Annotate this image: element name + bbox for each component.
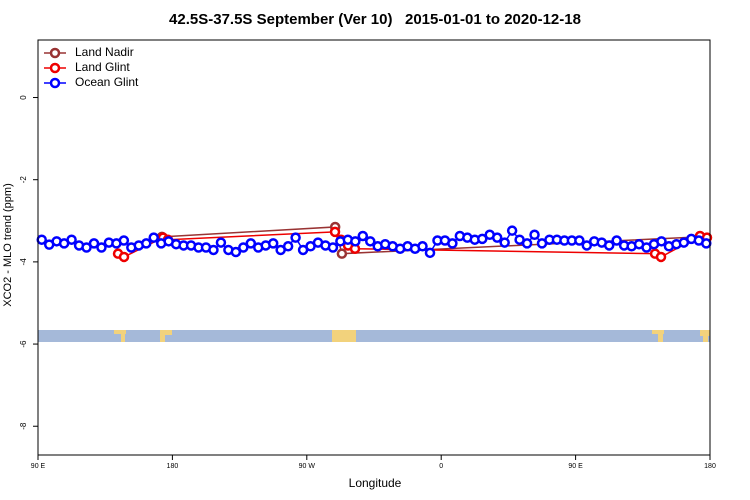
land-patch: [114, 330, 126, 334]
mask-band: [38, 330, 710, 342]
data-point: [141, 238, 152, 249]
data-point: [350, 236, 361, 247]
data-point: [424, 247, 436, 259]
land-patch: [658, 334, 663, 342]
legend-label: Ocean Glint: [75, 75, 139, 89]
data-point: [208, 244, 219, 256]
data-point: [611, 235, 622, 246]
chart-title: 42.5S-37.5S September (Ver 10) 2015-01-0…: [169, 11, 581, 28]
data-point: [66, 234, 77, 245]
y-tick-label: -8: [19, 422, 28, 430]
data-point: [329, 226, 341, 238]
y-axis-label: XCO2 - MLO trend (ppm): [2, 183, 14, 306]
legend-marker: [49, 77, 61, 89]
x-tick-label: 180: [167, 463, 179, 470]
y-tick-label: 0: [19, 95, 28, 100]
data-point: [230, 246, 242, 258]
data-point: [336, 248, 348, 259]
x-axis-label: Longitude: [349, 476, 402, 490]
data-point: [81, 242, 92, 253]
land-patch: [121, 334, 125, 342]
land-mask: [38, 330, 710, 342]
data-point: [521, 238, 533, 249]
data-point: [118, 235, 130, 246]
data-point: [357, 230, 369, 242]
x-tick-label: 90 W: [299, 463, 316, 470]
data-point: [447, 238, 458, 249]
data-point: [499, 237, 510, 248]
data-point: [491, 232, 503, 243]
data-point: [327, 242, 339, 253]
land-patch: [332, 330, 356, 342]
data-point: [215, 237, 227, 248]
legend-label: Land Glint: [75, 60, 130, 74]
data-point: [574, 235, 585, 246]
data-point: [701, 238, 712, 249]
data-point: [581, 240, 593, 251]
y-tick-label: -6: [19, 340, 28, 348]
land-patch: [700, 330, 710, 336]
data-point: [655, 251, 667, 263]
data-point: [238, 242, 249, 253]
data-point: [506, 225, 518, 236]
x-tick-label: 0: [439, 463, 443, 470]
legend-marker: [49, 62, 61, 74]
data-point: [245, 238, 257, 249]
data-point: [148, 232, 159, 243]
x-tick-label: 90 E: [568, 463, 583, 470]
y-tick-label: -2: [19, 176, 28, 184]
data-point: [282, 241, 294, 252]
land-patch: [703, 336, 708, 342]
data-point: [118, 251, 130, 263]
data-point: [88, 238, 100, 249]
data-point: [477, 233, 488, 245]
plot-layer: [36, 221, 713, 263]
data-point: [656, 236, 667, 247]
land-patch: [160, 330, 172, 335]
legend-marker: [49, 47, 61, 59]
data-point: [96, 242, 107, 253]
x-tick-label: 180: [704, 463, 716, 470]
data-point: [417, 241, 428, 252]
y-tick-label: -4: [19, 258, 28, 266]
x-tick-label: 90 E: [31, 463, 46, 470]
data-point: [603, 240, 615, 251]
data-point: [365, 236, 376, 247]
plot-frame: [37, 39, 711, 456]
land-patch: [160, 335, 165, 342]
legend-label: Land Nadir: [75, 45, 134, 59]
data-point: [529, 229, 540, 241]
data-point: [290, 232, 301, 243]
land-patch: [652, 330, 664, 334]
data-point: [267, 238, 279, 249]
